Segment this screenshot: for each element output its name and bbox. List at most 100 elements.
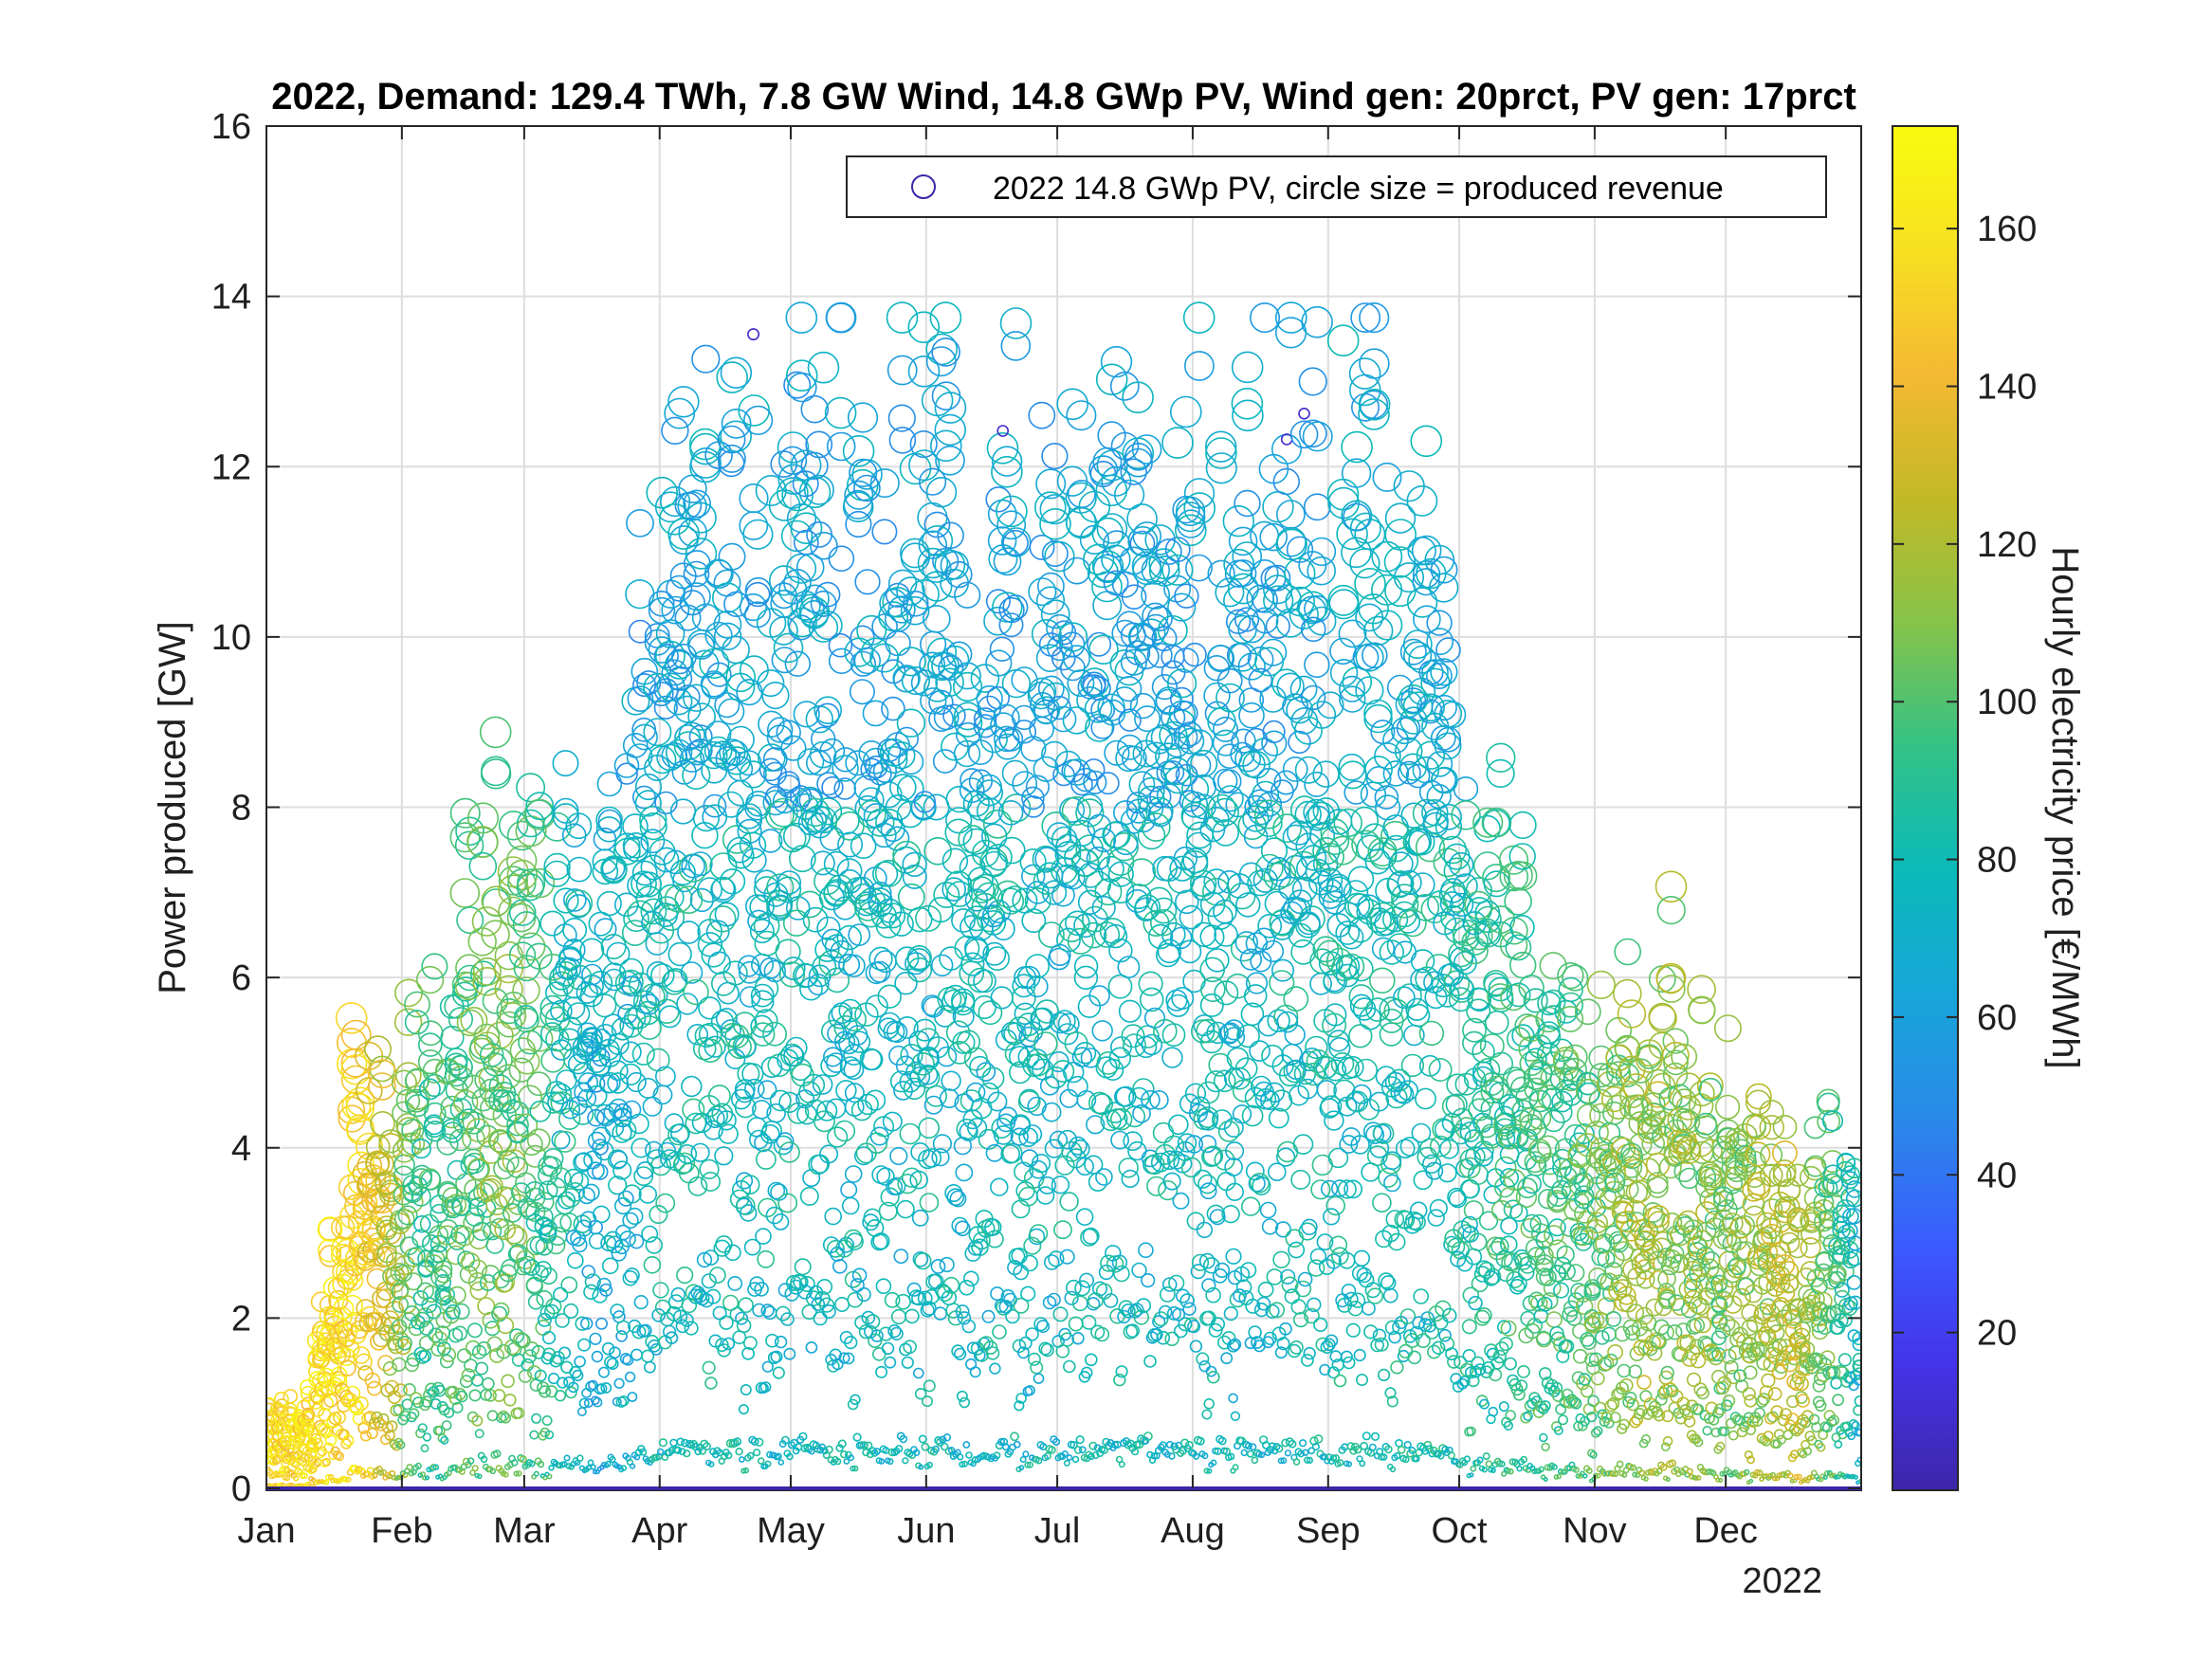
scatter-point — [1154, 1123, 1174, 1143]
scatter-point — [626, 1373, 635, 1382]
scatter-point — [421, 1445, 428, 1451]
scatter-point — [903, 852, 926, 876]
scatter-point — [1470, 1473, 1473, 1477]
scatter-point — [923, 1396, 932, 1406]
scatter-point — [1242, 1197, 1260, 1215]
scatter-point — [677, 1267, 693, 1284]
scatter-point — [1019, 1188, 1037, 1206]
scatter-point — [1416, 1088, 1435, 1108]
scatter-point — [1500, 1402, 1508, 1411]
scatter-point — [1639, 1470, 1644, 1475]
scatter-point — [920, 1194, 938, 1212]
scatter-point — [963, 1442, 969, 1448]
scatter-point — [744, 1337, 757, 1349]
scatter-point — [1344, 1358, 1355, 1369]
scatter-point — [806, 1342, 816, 1353]
scatter-point — [449, 1287, 466, 1304]
scatter-point — [519, 1085, 541, 1108]
scatter-point — [1486, 1461, 1491, 1467]
scatter-point — [1001, 332, 1030, 360]
scatter-point — [1644, 1477, 1648, 1481]
scatter-point — [645, 1362, 655, 1373]
scatter-point — [1305, 494, 1330, 520]
scatter-point — [613, 1161, 631, 1179]
scatter-point — [468, 1323, 482, 1337]
scatter-point — [662, 417, 688, 444]
scatter-point — [1096, 1169, 1112, 1185]
scatter-point — [594, 1398, 602, 1407]
scatter-point — [1394, 987, 1415, 1008]
scatter-point — [1411, 873, 1435, 897]
scatter-point — [599, 1367, 609, 1376]
scatter-point — [1311, 1249, 1326, 1265]
scatter-point — [394, 1155, 414, 1175]
scatter-point — [1608, 1345, 1622, 1359]
scatter-point — [472, 1466, 478, 1471]
scatter-point — [1272, 435, 1301, 464]
scatter-point — [365, 1036, 391, 1062]
scatter-point — [1034, 1032, 1057, 1055]
scatter-point — [584, 1285, 598, 1299]
scatter-point — [1026, 1328, 1038, 1340]
scatter-point — [1052, 1176, 1069, 1194]
scatter-point — [644, 1257, 660, 1273]
scatter-point — [640, 813, 667, 840]
scatter-point — [883, 1343, 894, 1355]
scatter-point — [974, 996, 996, 1019]
scatter-point — [1295, 1282, 1310, 1297]
scatter-point — [1482, 809, 1510, 837]
scatter-point — [1042, 444, 1068, 469]
scatter-point — [738, 1319, 751, 1332]
scatter-point — [854, 476, 880, 501]
scatter-point — [1340, 686, 1365, 712]
scatter-point — [1185, 352, 1214, 380]
scatter-point — [1060, 1090, 1077, 1107]
scatter-point — [375, 1420, 386, 1431]
scatter-point — [1117, 677, 1142, 702]
scatter-point — [1118, 957, 1139, 977]
scatter-point — [903, 1458, 908, 1464]
scatter-point — [954, 1007, 974, 1027]
scatter-point — [1314, 1319, 1327, 1332]
scatter-point — [784, 1349, 795, 1359]
scatter-point — [1360, 349, 1389, 378]
scatter-point — [1173, 1194, 1188, 1209]
scatter-point — [873, 1348, 886, 1360]
scatter-point — [857, 1143, 876, 1162]
scatter-point — [1162, 1048, 1182, 1067]
scatter-point — [1484, 971, 1508, 995]
scatter-point — [801, 1188, 818, 1205]
scatter-point — [1395, 941, 1417, 963]
scatter-point — [752, 991, 774, 1012]
scatter-point — [573, 1371, 583, 1381]
scatter-point — [590, 1334, 601, 1345]
scatter-point — [825, 1209, 841, 1225]
scatter-point — [627, 1209, 643, 1225]
scatter-point — [1372, 542, 1401, 572]
scatter-point — [778, 1460, 783, 1465]
scatter-point — [1213, 820, 1238, 846]
scatter-point — [990, 1363, 1000, 1374]
scatter-point — [367, 1429, 377, 1439]
scatter-point — [368, 1381, 381, 1395]
scatter-point — [1546, 1312, 1562, 1327]
scatter-point — [564, 1455, 569, 1460]
scatter-point — [1620, 1379, 1633, 1392]
scatter-point — [1176, 502, 1204, 531]
scatter-point — [634, 1296, 648, 1309]
scatter-point — [1060, 1249, 1074, 1264]
scatter-point — [1688, 975, 1715, 1003]
scatter-point — [920, 1435, 926, 1442]
scatter-point — [1700, 1189, 1720, 1209]
scatter-point — [1294, 1135, 1313, 1154]
scatter-point — [561, 1277, 576, 1292]
scatter-point — [970, 1057, 991, 1078]
scatter-point — [450, 879, 479, 907]
scatter-point — [1588, 1313, 1603, 1328]
scatter-point — [804, 908, 828, 932]
scatter-point — [678, 921, 700, 943]
scatter-point — [1347, 1323, 1361, 1337]
scatter-point — [544, 854, 570, 880]
scatter-point — [1351, 303, 1380, 332]
scatter-point — [1567, 1265, 1583, 1281]
